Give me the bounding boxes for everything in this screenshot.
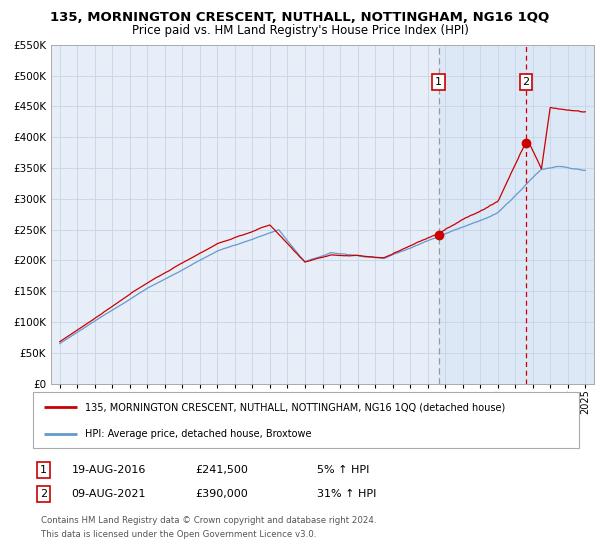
Text: 09-AUG-2021: 09-AUG-2021 <box>71 489 146 499</box>
Text: 1: 1 <box>435 77 442 87</box>
Text: 1: 1 <box>40 465 47 475</box>
Text: 19-AUG-2016: 19-AUG-2016 <box>71 465 146 475</box>
Text: 135, MORNINGTON CRESCENT, NUTHALL, NOTTINGHAM, NG16 1QQ (detached house): 135, MORNINGTON CRESCENT, NUTHALL, NOTTI… <box>85 402 505 412</box>
Text: 135, MORNINGTON CRESCENT, NUTHALL, NOTTINGHAM, NG16 1QQ: 135, MORNINGTON CRESCENT, NUTHALL, NOTTI… <box>50 11 550 24</box>
Text: 2: 2 <box>522 77 529 87</box>
Text: Price paid vs. HM Land Registry's House Price Index (HPI): Price paid vs. HM Land Registry's House … <box>131 24 469 36</box>
Bar <box>439 45 594 384</box>
Text: £390,000: £390,000 <box>196 489 248 499</box>
Text: HPI: Average price, detached house, Broxtowe: HPI: Average price, detached house, Brox… <box>85 429 312 439</box>
Text: 2: 2 <box>40 489 47 499</box>
Text: Contains HM Land Registry data © Crown copyright and database right 2024.: Contains HM Land Registry data © Crown c… <box>41 516 377 525</box>
Text: £241,500: £241,500 <box>196 465 248 475</box>
Text: 31% ↑ HPI: 31% ↑ HPI <box>317 489 376 499</box>
Text: This data is licensed under the Open Government Licence v3.0.: This data is licensed under the Open Gov… <box>41 530 316 539</box>
FancyBboxPatch shape <box>33 392 579 448</box>
Text: 5% ↑ HPI: 5% ↑ HPI <box>317 465 370 475</box>
